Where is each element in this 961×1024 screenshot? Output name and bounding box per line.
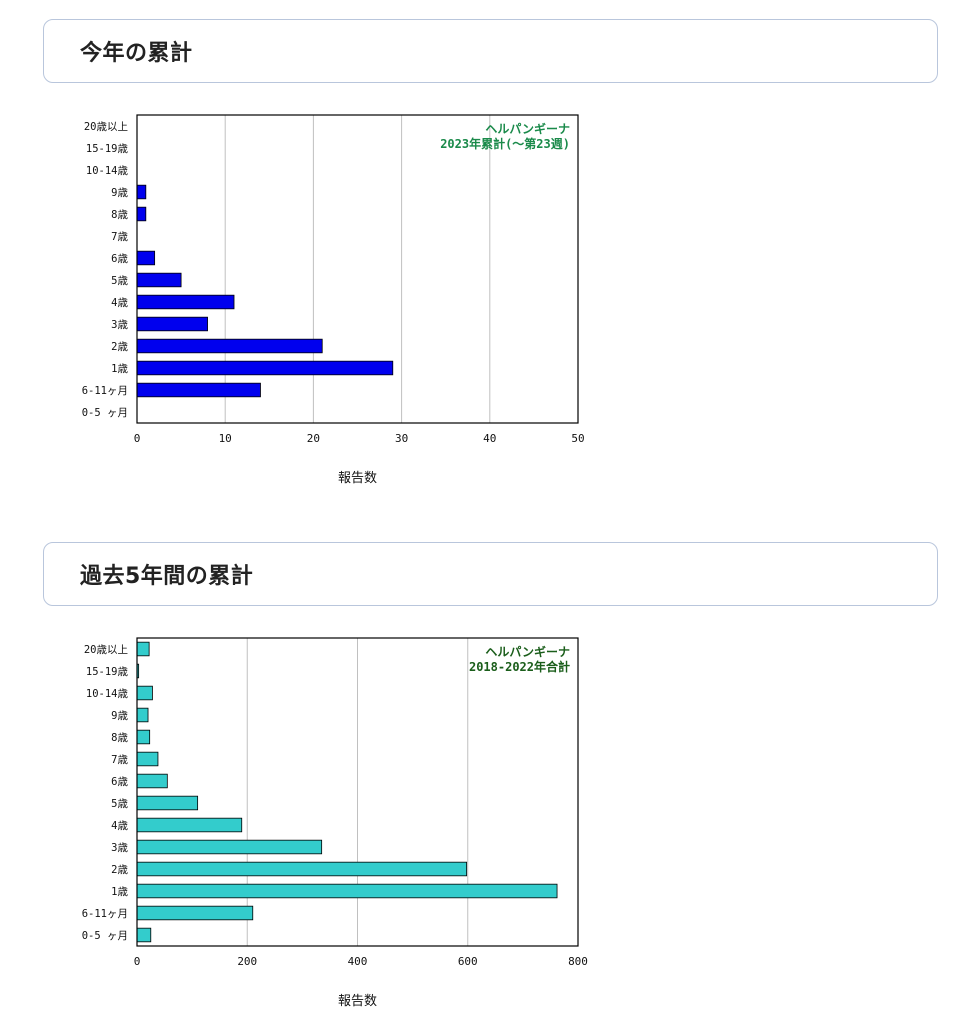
section-header-five-years: 過去5年間の累計: [43, 542, 938, 606]
y-tick-label: 4歳: [111, 297, 128, 309]
y-tick-label: 15-19歳: [86, 666, 129, 678]
x-tick-label: 40: [483, 432, 496, 445]
y-tick-label: 7歳: [111, 754, 128, 766]
y-tick-label: 9歳: [111, 187, 128, 199]
y-tick-label: 8歳: [111, 732, 128, 744]
y-tick-label: 7歳: [111, 231, 128, 243]
bar: [136, 773, 168, 789]
bar: [136, 184, 147, 200]
y-tick-label: 6-11ヶ月: [82, 385, 128, 397]
y-tick-label: 2歳: [111, 864, 128, 876]
x-tick-label: 600: [458, 955, 478, 968]
bar: [136, 729, 151, 745]
y-tick-label: 2歳: [111, 341, 128, 353]
y-tick-label: 10-14歳: [86, 165, 129, 177]
x-tick-label: 10: [219, 432, 232, 445]
y-tick-label: 1歳: [111, 886, 128, 898]
y-tick-label: 3歳: [111, 319, 128, 331]
y-tick-label: 6歳: [111, 776, 128, 788]
bar: [136, 641, 150, 657]
x-tick-label: 30: [395, 432, 408, 445]
bar: [136, 707, 149, 723]
bar: [136, 861, 468, 877]
y-tick-label: 9歳: [111, 710, 128, 722]
section-title: 過去5年間の累計: [80, 564, 254, 589]
x-tick-label: 400: [348, 955, 368, 968]
y-tick-label: 4歳: [111, 820, 128, 832]
x-tick-label: 0: [134, 432, 141, 445]
y-tick-label: 3歳: [111, 842, 128, 854]
x-tick-label: 50: [571, 432, 584, 445]
y-tick-label: 0-5 ヶ月: [82, 407, 128, 419]
section-header-this-year: 今年の累計: [43, 19, 938, 83]
y-tick-label: 15-19歳: [86, 143, 129, 155]
x-tick-label: 0: [134, 955, 141, 968]
y-tick-label: 20歳以上: [84, 644, 128, 656]
x-axis-label: 報告数: [338, 994, 377, 1009]
bar: [136, 360, 394, 376]
bar: [136, 883, 558, 899]
legend-text: ヘルパンギーナ: [485, 644, 570, 659]
y-tick-label: 8歳: [111, 209, 128, 221]
bar: [136, 382, 261, 398]
bar: [136, 272, 182, 288]
plot-frame: [136, 637, 579, 947]
bar: [136, 839, 323, 855]
bar: [136, 338, 323, 354]
bar: [136, 685, 153, 701]
y-tick-label: 1歳: [111, 363, 128, 375]
y-tick-label: 20歳以上: [84, 121, 128, 133]
y-tick-label: 10-14歳: [86, 688, 129, 700]
bar: [136, 795, 199, 811]
y-tick-label: 0-5 ヶ月: [82, 930, 128, 942]
plot-area: [137, 115, 578, 423]
bar: [136, 250, 156, 266]
y-tick-label: 5歳: [111, 798, 128, 810]
bar: [136, 294, 235, 310]
x-axis-label: 報告数: [338, 471, 377, 486]
bar: [136, 817, 243, 833]
y-tick-label: 6歳: [111, 253, 128, 265]
legend-text: ヘルパンギーナ: [485, 121, 570, 136]
legend-text: 2018-2022年合計: [469, 659, 570, 674]
chart-this-year: 20歳以上 15-19歳 10-14歳 9歳 8歳 7歳 6歳 5歳 4歳 3歳 2歳 1歳 6-11ヶ…: [82, 114, 585, 486]
x-tick-label: 20: [307, 432, 320, 445]
y-tick-label: 6-11ヶ月: [82, 908, 128, 920]
chart-five-years: 20歳以上 15-19歳 10-14歳 9歳 8歳 7歳 6歳 5歳 4歳 3歳 2歳 1歳 6-11ヶ…: [82, 637, 588, 1009]
section-title: 今年の累計: [80, 41, 193, 66]
plot-frame: [136, 114, 579, 424]
bar: [136, 751, 159, 767]
bar: [136, 905, 254, 921]
bar: [136, 206, 147, 222]
bar: [136, 927, 152, 943]
legend-text: 2023年累計(～第23週): [440, 136, 570, 151]
x-tick-label: 800: [568, 955, 588, 968]
x-tick-label: 200: [237, 955, 257, 968]
bar: [136, 316, 208, 332]
y-tick-label: 5歳: [111, 275, 128, 287]
